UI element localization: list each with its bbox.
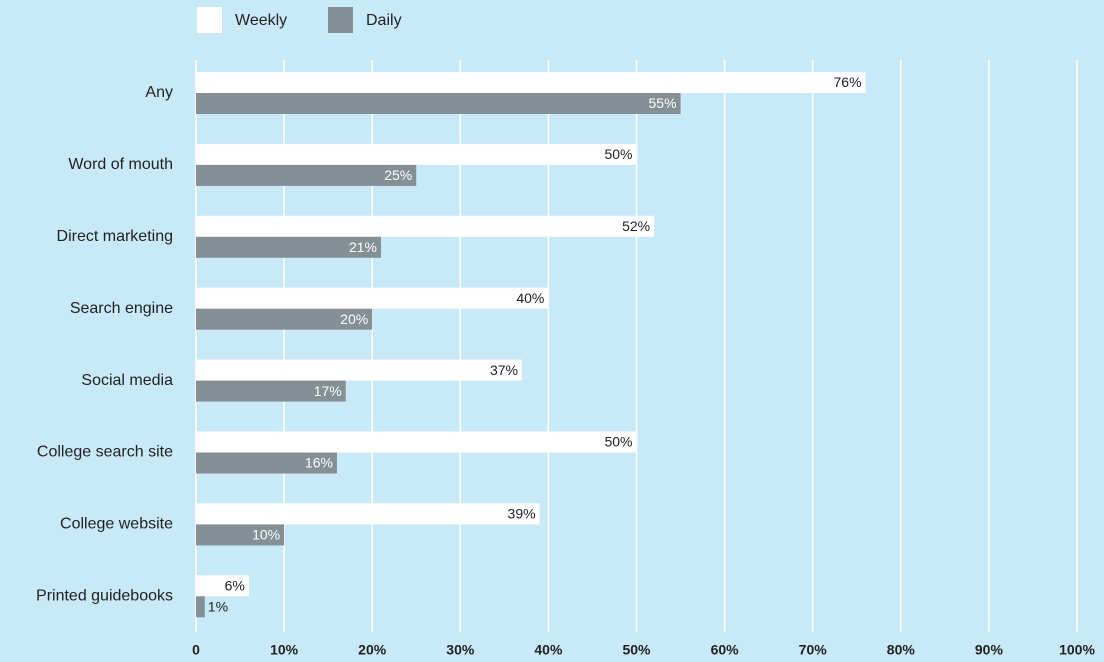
y-tick-label: Direct marketing bbox=[57, 228, 173, 245]
x-tick-label: 80% bbox=[887, 642, 916, 658]
legend-label: Daily bbox=[366, 12, 402, 29]
x-tick-label: 70% bbox=[799, 642, 828, 658]
bar bbox=[196, 143, 637, 165]
bar bbox=[196, 524, 285, 546]
bar bbox=[196, 596, 205, 618]
x-tick-label: 100% bbox=[1059, 642, 1095, 658]
bar bbox=[196, 215, 655, 237]
bar bbox=[196, 308, 373, 330]
value-label: 50% bbox=[604, 146, 632, 162]
value-label: 6% bbox=[225, 578, 245, 594]
x-tick-label: 20% bbox=[358, 642, 387, 658]
value-label: 37% bbox=[490, 362, 518, 378]
y-tick-label: Any bbox=[145, 84, 173, 101]
bar bbox=[196, 287, 549, 309]
y-tick-label: Printed guidebooks bbox=[36, 588, 173, 605]
legend-swatch bbox=[197, 7, 222, 33]
x-tick-label: 40% bbox=[534, 642, 563, 658]
value-label: 10% bbox=[252, 527, 280, 543]
y-tick-label: Search engine bbox=[70, 300, 173, 317]
value-label: 55% bbox=[649, 95, 677, 111]
value-label: 17% bbox=[314, 383, 342, 399]
value-label: 25% bbox=[384, 167, 412, 183]
legend-swatch bbox=[328, 7, 353, 33]
y-tick-label: Word of mouth bbox=[68, 156, 173, 173]
value-label: 16% bbox=[305, 455, 333, 471]
legend-label: Weekly bbox=[235, 12, 287, 29]
y-tick-label: College website bbox=[60, 516, 173, 533]
bar bbox=[196, 575, 249, 597]
y-tick-label: College search site bbox=[37, 444, 173, 461]
bar bbox=[196, 236, 382, 258]
bar bbox=[196, 503, 540, 525]
x-tick-label: 30% bbox=[446, 642, 475, 658]
x-tick-label: 50% bbox=[622, 642, 651, 658]
y-tick-label: Social media bbox=[81, 372, 173, 389]
bar bbox=[196, 380, 346, 402]
value-label: 52% bbox=[622, 218, 650, 234]
bar bbox=[196, 359, 522, 381]
bar bbox=[196, 164, 417, 186]
bar bbox=[196, 93, 681, 114]
value-label: 1% bbox=[208, 599, 228, 615]
x-tick-label: 90% bbox=[975, 642, 1004, 658]
x-tick-label: 0 bbox=[192, 642, 200, 658]
x-tick-label: 60% bbox=[711, 642, 740, 658]
value-label: 40% bbox=[516, 290, 544, 306]
value-label: 39% bbox=[508, 506, 536, 522]
value-label: 50% bbox=[604, 434, 632, 450]
value-label: 20% bbox=[340, 311, 368, 327]
bar bbox=[196, 431, 637, 453]
value-label: 21% bbox=[349, 239, 377, 255]
value-label: 76% bbox=[834, 74, 862, 90]
bar bbox=[196, 452, 337, 474]
bar bbox=[196, 72, 866, 93]
x-tick-label: 10% bbox=[270, 642, 299, 658]
